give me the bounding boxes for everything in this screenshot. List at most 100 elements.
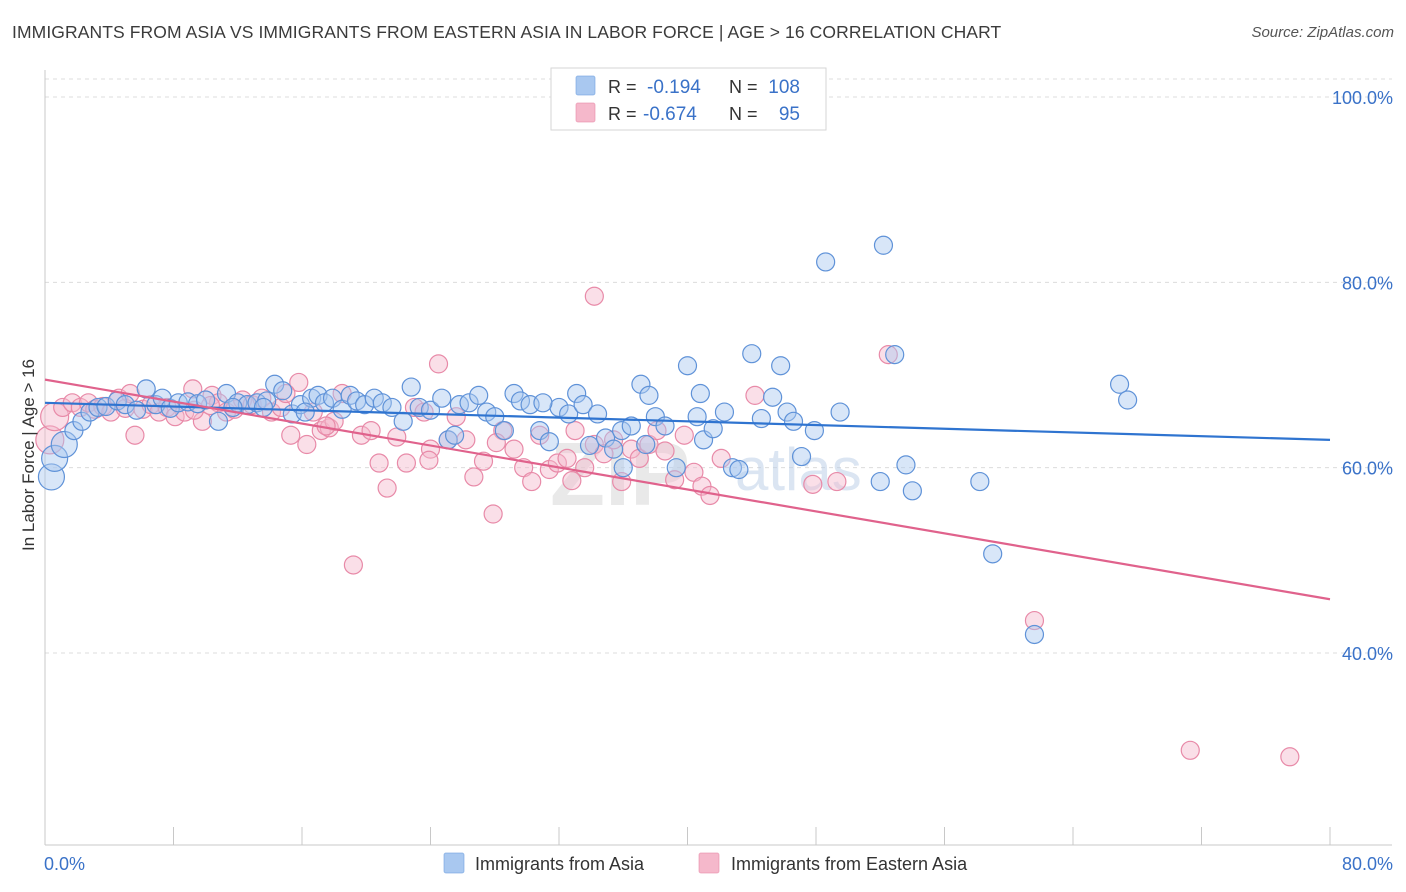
- point-eastern-asia: [504, 439, 524, 459]
- point-asia: [970, 471, 990, 492]
- point-asia: [126, 400, 147, 420]
- point-asia: [533, 393, 553, 413]
- point-asia: [830, 402, 850, 422]
- legend-stats-swatch-asia: [575, 75, 596, 96]
- point-asia: [96, 396, 116, 417]
- point-eastern-asia: [396, 453, 417, 473]
- point-asia: [308, 385, 328, 405]
- point-asia: [88, 397, 108, 418]
- point-asia: [690, 383, 710, 404]
- legend-stats-n-label-east: N =: [729, 104, 758, 124]
- point-eastern-asia: [878, 345, 898, 365]
- y-tick-label: 100.0%: [1332, 88, 1393, 108]
- y-tick-label: 80.0%: [1342, 273, 1393, 293]
- point-asia: [494, 421, 514, 441]
- point-eastern-asia: [530, 425, 550, 445]
- point-eastern-asia: [665, 470, 685, 490]
- legend-series: Immigrants from Asia Immigrants from Eas…: [443, 852, 968, 874]
- point-eastern-asia: [1024, 610, 1045, 631]
- legend-label-asia: Immigrants from Asia: [475, 854, 645, 874]
- point-asia: [567, 383, 587, 404]
- point-eastern-asia: [655, 441, 675, 461]
- point-eastern-asia: [343, 555, 363, 575]
- point-asia: [666, 458, 686, 478]
- point-asia: [763, 387, 783, 407]
- legend-stats-n-label-asia: N =: [729, 77, 758, 97]
- y-tick-labels: 40.0% 60.0% 80.0% 100.0%: [1332, 88, 1393, 664]
- point-asia: [714, 402, 735, 422]
- point-asia: [510, 391, 531, 411]
- point-asia: [613, 458, 633, 478]
- point-asia: [612, 421, 632, 441]
- point-asia: [771, 356, 791, 376]
- point-eastern-asia: [594, 444, 614, 464]
- point-eastern-asia: [428, 354, 449, 374]
- point-asia: [253, 397, 274, 418]
- point-asia: [573, 395, 593, 415]
- point-eastern-asia: [446, 407, 466, 427]
- point-asia: [401, 377, 421, 397]
- legend-swatch-asia: [443, 852, 465, 874]
- x-tick-label-max: 80.0%: [1342, 854, 1393, 874]
- point-eastern-asia: [464, 467, 484, 487]
- gridlines: [45, 78, 1392, 654]
- point-eastern-asia: [1180, 740, 1200, 760]
- point-asia: [1024, 624, 1045, 645]
- y-tick-label: 40.0%: [1342, 644, 1393, 664]
- point-eastern-asia: [584, 286, 604, 306]
- point-asia: [579, 435, 600, 456]
- legend-label-east: Immigrants from Eastern Asia: [731, 854, 968, 874]
- point-asia: [1118, 390, 1138, 410]
- point-asia: [196, 390, 216, 410]
- legend-stats-n-value-east: 95: [779, 104, 800, 125]
- point-eastern-asia: [522, 471, 542, 492]
- point-asia: [393, 411, 413, 431]
- point-asia: [1109, 374, 1130, 394]
- point-eastern-asia: [289, 372, 309, 393]
- watermark: ZIP atlas: [550, 425, 862, 525]
- point-asia: [539, 432, 559, 452]
- point-asia: [504, 383, 524, 404]
- legend-stats-n-value-asia: 108: [768, 77, 800, 98]
- series-asia-points: [37, 235, 1138, 645]
- point-asia: [729, 459, 749, 480]
- point-asia: [896, 455, 916, 475]
- point-asia: [687, 407, 707, 427]
- point-eastern-asia: [125, 425, 145, 445]
- point-asia: [444, 425, 465, 445]
- point-asia: [873, 235, 894, 255]
- chart-title: IMMIGRANTS FROM ASIA VS IMMIGRANTS FROM …: [12, 22, 1002, 42]
- legend-stats-swatch-east: [575, 102, 596, 123]
- point-asia: [208, 411, 229, 431]
- point-eastern-asia: [562, 471, 582, 491]
- point-asia: [902, 481, 922, 501]
- point-asia: [459, 393, 479, 413]
- point-asia: [295, 402, 315, 422]
- y-axis-title: In Labor Force | Age > 16: [19, 359, 38, 551]
- point-eastern-asia: [827, 471, 847, 492]
- axes: [44, 70, 1392, 846]
- legend-stats-r-value-east: -0.674: [643, 104, 697, 125]
- point-eastern-asia: [483, 504, 503, 524]
- point-asia: [50, 430, 78, 459]
- point-asia: [722, 458, 743, 478]
- point-asia: [742, 344, 762, 364]
- point-eastern-asia: [473, 451, 494, 471]
- legend-stats-r-label-asia: R =: [608, 77, 637, 97]
- point-eastern-asia: [1280, 747, 1300, 767]
- point-asia: [409, 397, 429, 418]
- point-eastern-asia: [369, 453, 389, 473]
- point-asia: [587, 404, 608, 424]
- point-asia: [677, 356, 698, 376]
- point-asia: [604, 439, 624, 459]
- series-eastern-asia-points: [35, 286, 1300, 767]
- point-asia: [703, 419, 723, 439]
- trend-line-eastern-asia: [44, 378, 1331, 601]
- point-asia: [273, 381, 293, 401]
- trend-lines: [44, 378, 1331, 601]
- point-asia: [636, 434, 656, 455]
- point-asia: [631, 374, 651, 394]
- point-eastern-asia: [803, 474, 823, 494]
- point-asia: [621, 416, 641, 436]
